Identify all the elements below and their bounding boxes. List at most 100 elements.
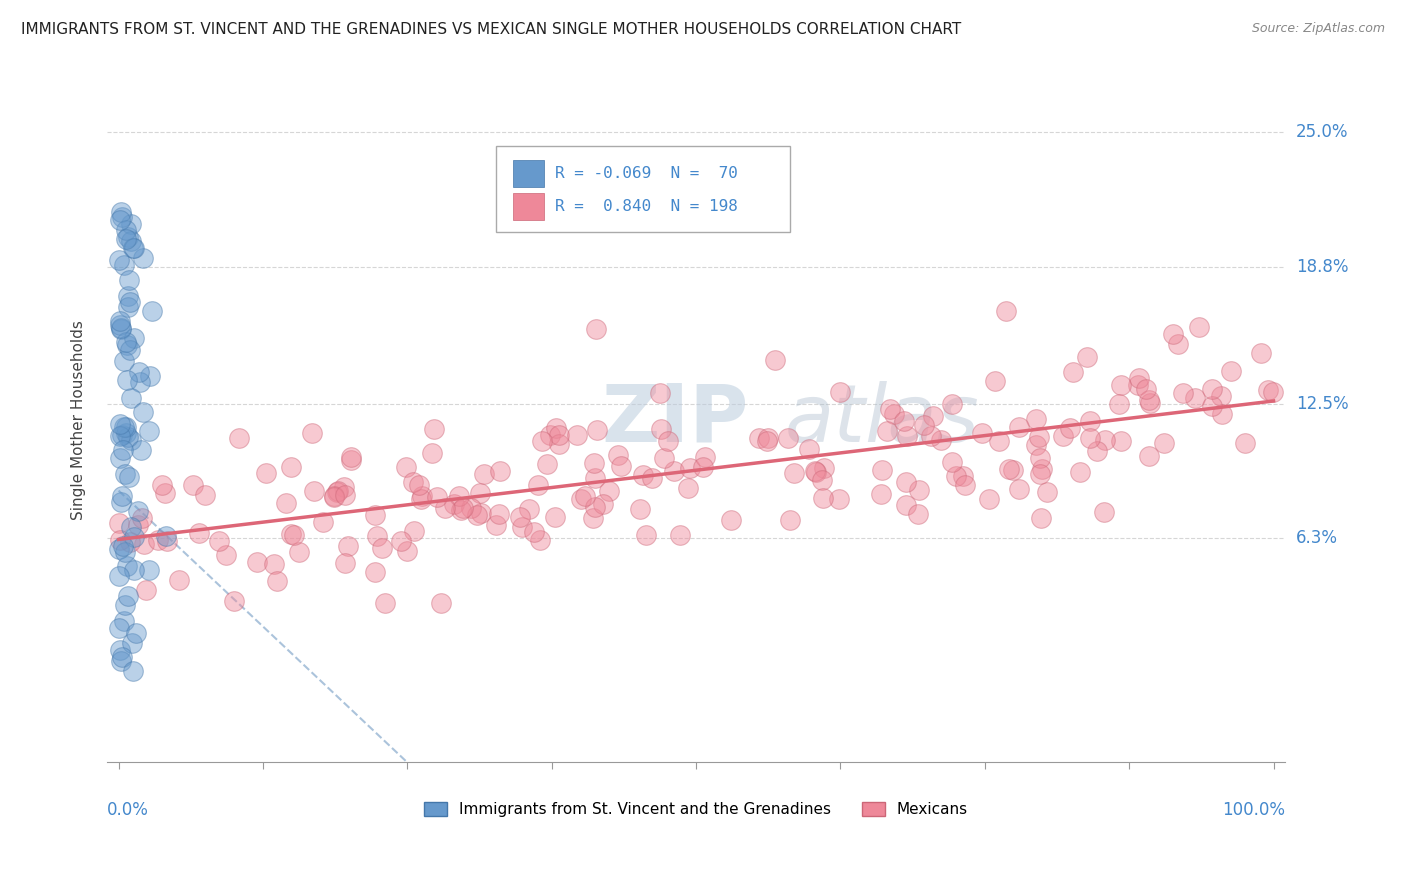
Point: [1126, 377, 1149, 392]
Point: [460, 500, 482, 515]
Point: [489, 465, 512, 479]
Point: [110, 322, 132, 336]
Text: 6.3%: 6.3%: [1296, 530, 1339, 548]
Point: [122, 563, 145, 577]
Point: [408, 478, 430, 492]
Point: [326, 485, 349, 500]
Point: [117, 429, 139, 443]
Point: [335, 488, 357, 502]
Point: [1201, 399, 1223, 413]
Point: [650, 422, 672, 436]
Point: [222, 594, 245, 608]
Point: [607, 448, 630, 462]
Point: [340, 453, 363, 467]
Point: [977, 491, 1000, 506]
Point: [108, 622, 131, 636]
Point: [449, 489, 471, 503]
Point: [129, 442, 152, 457]
Text: Source: ZipAtlas.com: Source: ZipAtlas.com: [1251, 22, 1385, 36]
Point: [987, 434, 1010, 449]
Point: [114, 419, 136, 434]
Point: [465, 508, 488, 523]
Text: 18.8%: 18.8%: [1296, 258, 1348, 276]
Point: [443, 497, 465, 511]
Point: [574, 489, 596, 503]
Point: [114, 354, 136, 368]
Point: [529, 533, 551, 547]
Point: [323, 490, 346, 504]
Point: [998, 462, 1021, 476]
Point: [983, 374, 1005, 388]
Point: [1076, 350, 1098, 364]
Point: [108, 213, 131, 227]
Point: [1109, 434, 1132, 448]
Point: [122, 530, 145, 544]
Point: [301, 425, 323, 440]
Point: [111, 427, 134, 442]
Point: [869, 487, 891, 501]
Point: [120, 234, 142, 248]
Point: [266, 574, 288, 588]
Point: [810, 473, 832, 487]
Point: [274, 496, 297, 510]
Point: [129, 375, 152, 389]
Point: [423, 421, 446, 435]
Point: [122, 241, 145, 255]
Text: 25.0%: 25.0%: [1296, 123, 1348, 141]
Point: [536, 458, 558, 472]
Point: [1029, 467, 1052, 482]
Text: ZIP: ZIP: [602, 381, 749, 459]
Point: [364, 508, 387, 523]
Point: [402, 475, 425, 490]
Point: [453, 500, 475, 515]
Point: [117, 300, 139, 314]
Text: atlas: atlas: [785, 381, 979, 459]
Point: [970, 425, 993, 440]
Point: [631, 468, 654, 483]
Point: [941, 397, 963, 411]
Point: [115, 337, 138, 351]
Point: [912, 418, 935, 433]
Point: [1052, 428, 1074, 442]
Point: [641, 471, 664, 485]
Point: [920, 429, 942, 443]
Point: [122, 664, 145, 678]
Point: [108, 569, 131, 583]
Point: [108, 533, 131, 547]
Point: [114, 258, 136, 272]
Point: [548, 427, 571, 442]
Point: [114, 598, 136, 612]
Text: 12.5%: 12.5%: [1296, 394, 1348, 413]
Point: [283, 528, 305, 542]
Point: [121, 635, 143, 649]
Point: [582, 456, 605, 470]
Text: 0.0%: 0.0%: [107, 801, 149, 820]
Point: [628, 502, 651, 516]
Point: [517, 502, 540, 516]
Text: IMMIGRANTS FROM ST. VINCENT AND THE GRENADINES VS MEXICAN SINGLE MOTHER HOUSEHOL: IMMIGRANTS FROM ST. VINCENT AND THE GREN…: [21, 22, 962, 37]
Point: [585, 322, 607, 336]
Point: [131, 511, 153, 525]
Point: [1261, 385, 1284, 400]
Point: [426, 490, 449, 504]
Point: [450, 502, 472, 516]
Point: [208, 533, 231, 548]
Y-axis label: Single Mother Households: Single Mother Households: [72, 320, 86, 520]
Point: [952, 468, 974, 483]
Point: [813, 491, 835, 505]
Point: [1188, 320, 1211, 334]
Point: [117, 589, 139, 603]
Point: [804, 464, 827, 478]
Point: [693, 450, 716, 464]
Point: [763, 352, 786, 367]
Point: [120, 295, 142, 310]
Point: [111, 210, 134, 224]
Legend: Immigrants from St. Vincent and the Grenadines, Mexicans: Immigrants from St. Vincent and the Gren…: [418, 796, 974, 823]
Text: R = -0.069  N =  70: R = -0.069 N = 70: [555, 166, 738, 181]
Point: [146, 533, 169, 547]
Point: [323, 490, 346, 504]
Point: [115, 425, 138, 440]
Point: [828, 491, 851, 506]
Point: [110, 417, 132, 431]
Point: [676, 481, 699, 495]
